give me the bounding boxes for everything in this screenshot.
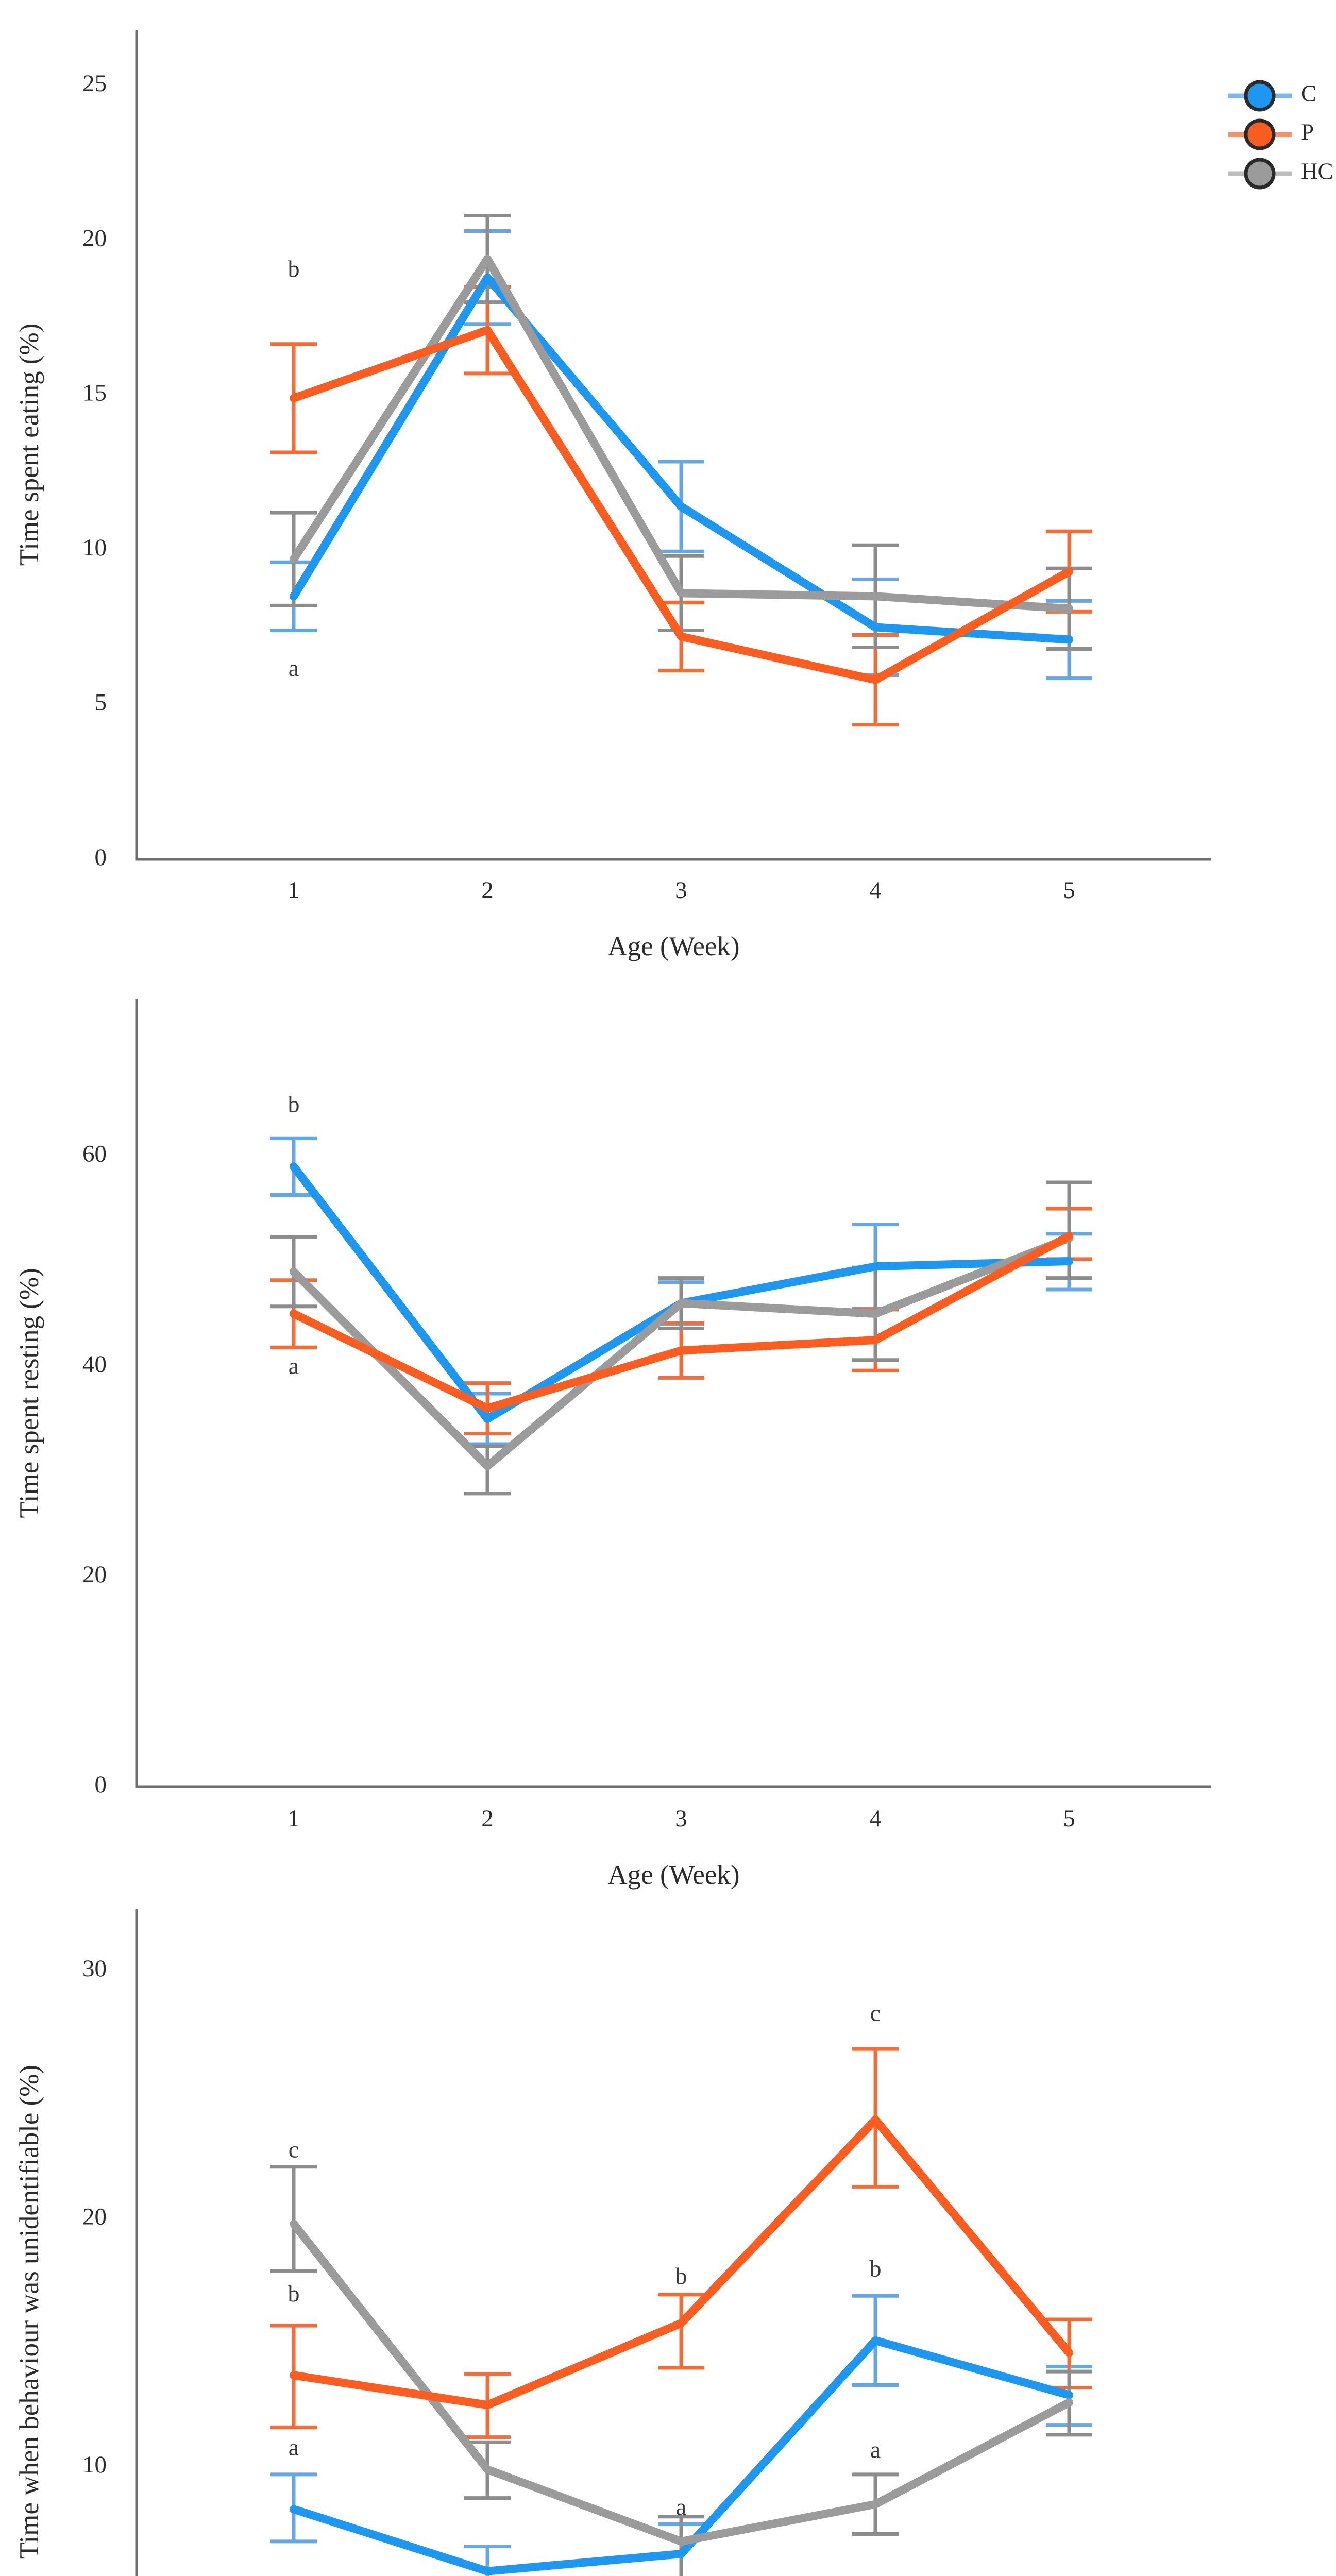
legend-entry-HC [1228, 158, 1292, 190]
x-tick-label: 5 [1063, 877, 1075, 904]
x-tick-label: 3 [675, 1805, 687, 1832]
series-line-P [290, 2115, 1073, 2410]
series-line-P [290, 1232, 1073, 1413]
sig-letter-b-w4: b [870, 2256, 882, 2282]
sig-letter-a-w4: a [870, 2436, 881, 2463]
sig-letter-a-w1: a [289, 655, 299, 681]
x-axis-title: Age (Week) [607, 1860, 739, 1890]
x-tick-label: 4 [869, 877, 882, 904]
error-bars-P [270, 2047, 1092, 2439]
chart-1 [135, 30, 1211, 861]
y-tick-label: 20 [82, 225, 107, 251]
sig-letter-a-w1: a [289, 2434, 299, 2460]
legend-marker-HC-icon [1244, 158, 1276, 190]
legend-label-C: C [1301, 80, 1316, 106]
legend-label-P: P [1301, 119, 1314, 145]
y-tick-label: 20 [82, 2204, 107, 2230]
x-tick-label: 2 [481, 1805, 494, 1832]
y-tick-label: 30 [82, 1955, 107, 1982]
y-tick-label: 5 [95, 689, 107, 716]
x-tick-label: 5 [1063, 1805, 1075, 1832]
legend-entry-P [1228, 118, 1292, 150]
sig-letter-a-w1: a [289, 1353, 299, 1379]
x-tick-label: 1 [288, 877, 300, 904]
legend-label-HC: HC [1301, 158, 1333, 184]
y-tick-label: 0 [95, 844, 107, 871]
series-line-P [290, 326, 1073, 684]
legend-marker-C-icon [1244, 80, 1276, 112]
sig-letter-b-w1: b [288, 1091, 300, 1117]
y-tick-label: 40 [82, 1351, 107, 1378]
x-axis-title: Age (Week) [607, 931, 739, 961]
series-line-HC [290, 2219, 1073, 2546]
x-tick-label: 3 [675, 877, 687, 904]
series-line-C [290, 273, 1073, 644]
x-tick-label: 2 [481, 877, 494, 904]
sig-letter-c-w4: c [870, 2000, 881, 2026]
error-bars-HC [270, 2165, 1092, 2576]
legend-entry-C [1228, 80, 1292, 112]
y-tick-label: 10 [82, 2451, 107, 2478]
y-axis-title: Time spent eating (%) [14, 324, 44, 566]
y-tick-label: 25 [82, 70, 107, 97]
y-tick-label: 0 [95, 1771, 107, 1798]
sig-letter-b-w1: b [288, 256, 300, 282]
y-axis-title: Time when behaviour was unidentifiable (… [14, 2065, 44, 2559]
sig-letter-b-w1: b [288, 2280, 300, 2307]
y-axis-title: Time spent resting (%) [14, 1268, 44, 1518]
series-line-HC [290, 1234, 1073, 1470]
chart-2 [135, 999, 1211, 1788]
chart-3 [135, 1909, 1092, 2576]
sig-letter-c-w1: c [289, 2136, 299, 2162]
y-tick-label: 60 [82, 1141, 107, 1167]
sig-letter-b-w3: b [675, 2263, 687, 2289]
x-tick-label: 1 [288, 1805, 300, 1832]
y-tick-label: 15 [82, 380, 107, 406]
legend [1228, 80, 1292, 190]
x-tick-label: 4 [869, 1805, 882, 1832]
y-tick-label: 10 [82, 534, 107, 561]
series-line-C [290, 2336, 1073, 2575]
legend-marker-P-icon [1244, 118, 1276, 150]
y-tick-label: 20 [82, 1561, 107, 1588]
sig-letter-a-w3: a [676, 2494, 686, 2520]
series-line-HC [290, 255, 1073, 613]
